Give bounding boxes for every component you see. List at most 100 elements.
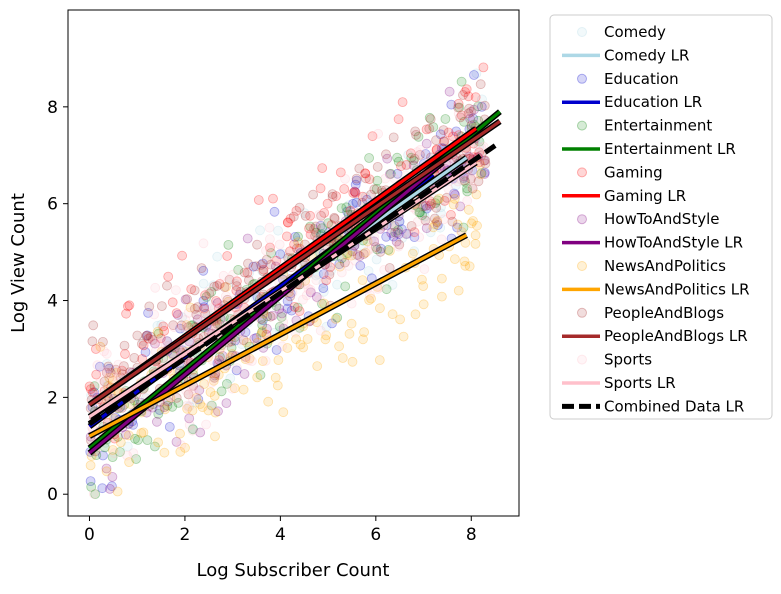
legend-label: HowToAndStyle [604,210,719,228]
scatter-point [316,210,327,221]
scatter-point [396,228,407,239]
legend-marker [577,354,587,365]
scatter-point [88,320,99,331]
scatter-point [256,327,267,338]
scatter-point [315,183,326,194]
scatter-point [397,97,408,107]
scatter-point [305,229,316,240]
scatter-point [463,108,474,119]
scatter-point [450,189,461,200]
scatter-point [387,279,398,290]
scatter-point [413,131,424,142]
scatter-point [453,285,464,296]
scatter-point [231,285,242,296]
scatter-point [365,234,376,245]
scatter-point [275,249,286,260]
legend-label: HowToAndStyle LR [604,234,743,252]
scatter-point [274,239,285,250]
scatter-point [183,307,194,318]
scatter-point [462,186,473,197]
scatter-point [184,420,195,430]
scatter-point [257,265,268,276]
scatter-point [318,286,329,297]
scatter-point [363,266,374,276]
scatter-point [101,367,112,378]
scatter-point [159,325,170,336]
scatter-point [347,356,358,367]
scatter-point [293,231,303,242]
scatter-point [281,231,292,242]
scatter-point [153,437,164,448]
scatter-point [205,400,216,411]
scatter-point [439,195,450,206]
legend-marker [577,27,587,37]
axis-ticks: 0 2 4 6 8 0 2 4 6 8 [47,98,477,545]
scatter-point [327,191,338,202]
scatter-point [350,187,361,198]
scatter-point [182,294,193,305]
scatter-point [92,360,103,371]
scatter-point [315,325,326,336]
scatter-point [221,378,232,389]
scatter-point [344,328,355,339]
scatter-point [396,224,407,235]
scatter-point [209,281,220,292]
legend-item: Combined Data LR [562,397,744,415]
scatter-point [182,400,192,411]
scatter-point [319,207,330,218]
scatter-point [181,320,192,331]
scatter-point [99,346,109,357]
scatter-point [389,228,400,239]
scatter-point [406,221,417,231]
scatter-point [335,167,346,178]
y-axis-label: Log View Count [8,193,29,333]
scatter-point [468,113,479,124]
scatter-point [382,153,393,164]
scatter-point [283,217,293,228]
scatter-point [263,396,274,407]
scatter-point [132,330,143,341]
scatter-point [151,416,162,427]
scatter-point [321,275,332,286]
scatter-point [87,336,98,347]
scatter-point [412,216,423,227]
scatter-point [149,441,160,452]
scatter-point [366,293,376,304]
scatter-point [467,182,478,192]
scatter-point [365,290,375,301]
scatter-point [101,359,112,369]
scatter-point [171,436,182,447]
scatter-point [265,259,276,270]
scatter-point [348,188,359,198]
scatter-point [199,379,210,389]
scatter-point [357,191,368,202]
scatter-point [473,115,484,126]
scatter-point [120,349,130,359]
scatter-point [141,330,152,341]
scatter-point [305,210,316,221]
scatter-point [480,158,491,169]
scatter-point [405,148,416,159]
scatter-point [187,394,198,405]
scatter-point [418,281,429,292]
scatter-point [434,193,445,204]
scatter-point [288,211,299,222]
scatter-point [449,193,460,204]
scatter-point [138,336,149,346]
scatter-point [318,269,329,279]
scatter-point [195,399,206,410]
scatter-point [459,175,470,186]
scatter-point [431,135,442,146]
scatter-point [164,421,175,432]
scatter-point [228,269,238,280]
scatter-point [123,301,133,312]
scatter-point [364,295,375,306]
scatter-point [357,275,368,286]
scatter-point [180,442,190,453]
scatter-point [278,317,289,328]
scatter-point [156,319,167,330]
scatter-point [355,260,366,271]
scatter-point [414,149,425,160]
scatter-point [471,68,482,79]
scatter-point [465,113,476,124]
